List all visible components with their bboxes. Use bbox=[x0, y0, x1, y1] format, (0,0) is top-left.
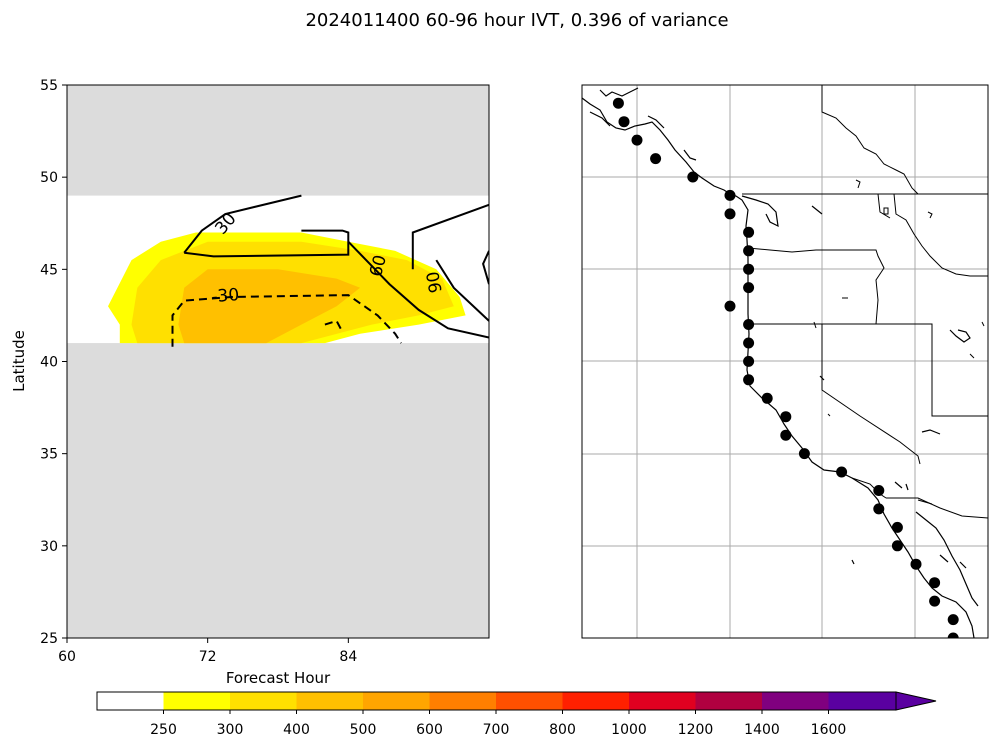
contour-line-30 bbox=[183, 194, 302, 254]
colorbar: 250 300 400 500 600 700 800 1000 1200 1400 1600 bbox=[96, 691, 937, 738]
colorbar-label: 1400 bbox=[744, 722, 780, 738]
colorbar-cell bbox=[496, 692, 563, 710]
colorbar-cell bbox=[629, 692, 696, 710]
map-point bbox=[743, 355, 755, 367]
contour-line-90 bbox=[482, 250, 489, 285]
contour-line-30 bbox=[184, 229, 350, 258]
map-point bbox=[873, 485, 885, 496]
map-point bbox=[650, 153, 662, 165]
x-axis-label: Forecast Hour bbox=[226, 669, 331, 687]
contour-line-neg30 bbox=[324, 319, 344, 333]
map-point bbox=[612, 97, 624, 109]
colorbar-label: 600 bbox=[416, 722, 443, 738]
map-point bbox=[780, 411, 792, 423]
y-tick-label: 35 bbox=[40, 447, 58, 463]
y-tick-label: 30 bbox=[40, 539, 58, 555]
chart-title: 2024011400 60-96 hour IVT, 0.396 of vari… bbox=[305, 10, 728, 31]
contour-line-90 bbox=[435, 259, 489, 322]
colorbar-cell bbox=[363, 692, 430, 710]
map-point bbox=[798, 448, 810, 460]
y-tick-label: 55 bbox=[40, 78, 58, 94]
x-tick-label: 84 bbox=[339, 649, 357, 665]
colorbar-cell bbox=[762, 692, 829, 710]
map-point bbox=[947, 614, 959, 626]
map-point bbox=[761, 392, 773, 404]
y-tick-label: 25 bbox=[40, 631, 58, 647]
colorbar-label: 1600 bbox=[811, 722, 847, 738]
west-coast-map bbox=[581, 84, 989, 639]
map-point bbox=[724, 208, 736, 220]
colorbar-extend-arrow bbox=[895, 691, 937, 711]
colorbar-cell bbox=[695, 692, 763, 710]
borders bbox=[742, 85, 988, 519]
map-point bbox=[743, 282, 755, 294]
map-point bbox=[743, 245, 755, 257]
map-point bbox=[891, 540, 903, 552]
filled-contour-400 bbox=[178, 269, 361, 344]
colorbar-label: 800 bbox=[549, 722, 576, 738]
colorbar-cell bbox=[562, 692, 630, 710]
colorbar-cell bbox=[828, 692, 896, 710]
map-point bbox=[724, 300, 736, 312]
masked-region bbox=[67, 343, 489, 638]
map-point bbox=[910, 558, 922, 570]
map-point bbox=[836, 466, 848, 478]
colorbar-label: 1200 bbox=[678, 722, 714, 738]
colorbar-label: 1000 bbox=[611, 722, 647, 738]
map-point bbox=[929, 577, 941, 589]
contour-label: 90 bbox=[423, 270, 446, 295]
map-point bbox=[687, 171, 699, 183]
colorbar-cell bbox=[429, 692, 497, 710]
y-tick-label: 50 bbox=[40, 170, 58, 186]
map-point bbox=[743, 337, 755, 349]
map-point bbox=[743, 319, 755, 330]
map-point bbox=[929, 595, 941, 607]
map-point bbox=[743, 263, 755, 275]
colorbar-label: 700 bbox=[483, 722, 510, 738]
colorbar-label: 300 bbox=[217, 722, 244, 738]
colorbar-label: 500 bbox=[350, 722, 377, 738]
map-point bbox=[743, 374, 755, 386]
point-markers bbox=[612, 97, 959, 638]
map-point bbox=[743, 226, 755, 238]
x-tick-label: 72 bbox=[199, 649, 217, 665]
x-tick-label: 60 bbox=[58, 649, 76, 665]
y-tick-label: 40 bbox=[40, 355, 58, 371]
map-point bbox=[873, 503, 885, 515]
masked-region bbox=[67, 85, 489, 196]
contour-line-90 bbox=[411, 203, 489, 270]
colorbar-label: 250 bbox=[150, 722, 177, 738]
map-point bbox=[780, 429, 792, 441]
contour-label: -30 bbox=[211, 285, 240, 307]
colorbar-cell bbox=[296, 692, 364, 710]
map-frame bbox=[581, 84, 989, 639]
map-point bbox=[947, 632, 959, 638]
colorbar-cell bbox=[163, 692, 231, 710]
colorbar-label: 400 bbox=[283, 722, 310, 738]
map-point bbox=[891, 521, 903, 533]
map-point bbox=[618, 116, 630, 128]
y-axis-label: Latitude bbox=[10, 330, 28, 392]
map-point bbox=[631, 134, 643, 146]
colorbar-cell bbox=[230, 692, 297, 710]
contour-line-60 bbox=[347, 241, 489, 339]
colorbar-cell bbox=[97, 692, 164, 710]
y-tick-label: 45 bbox=[40, 262, 58, 278]
map-point bbox=[724, 189, 736, 201]
lakes bbox=[813, 179, 985, 417]
